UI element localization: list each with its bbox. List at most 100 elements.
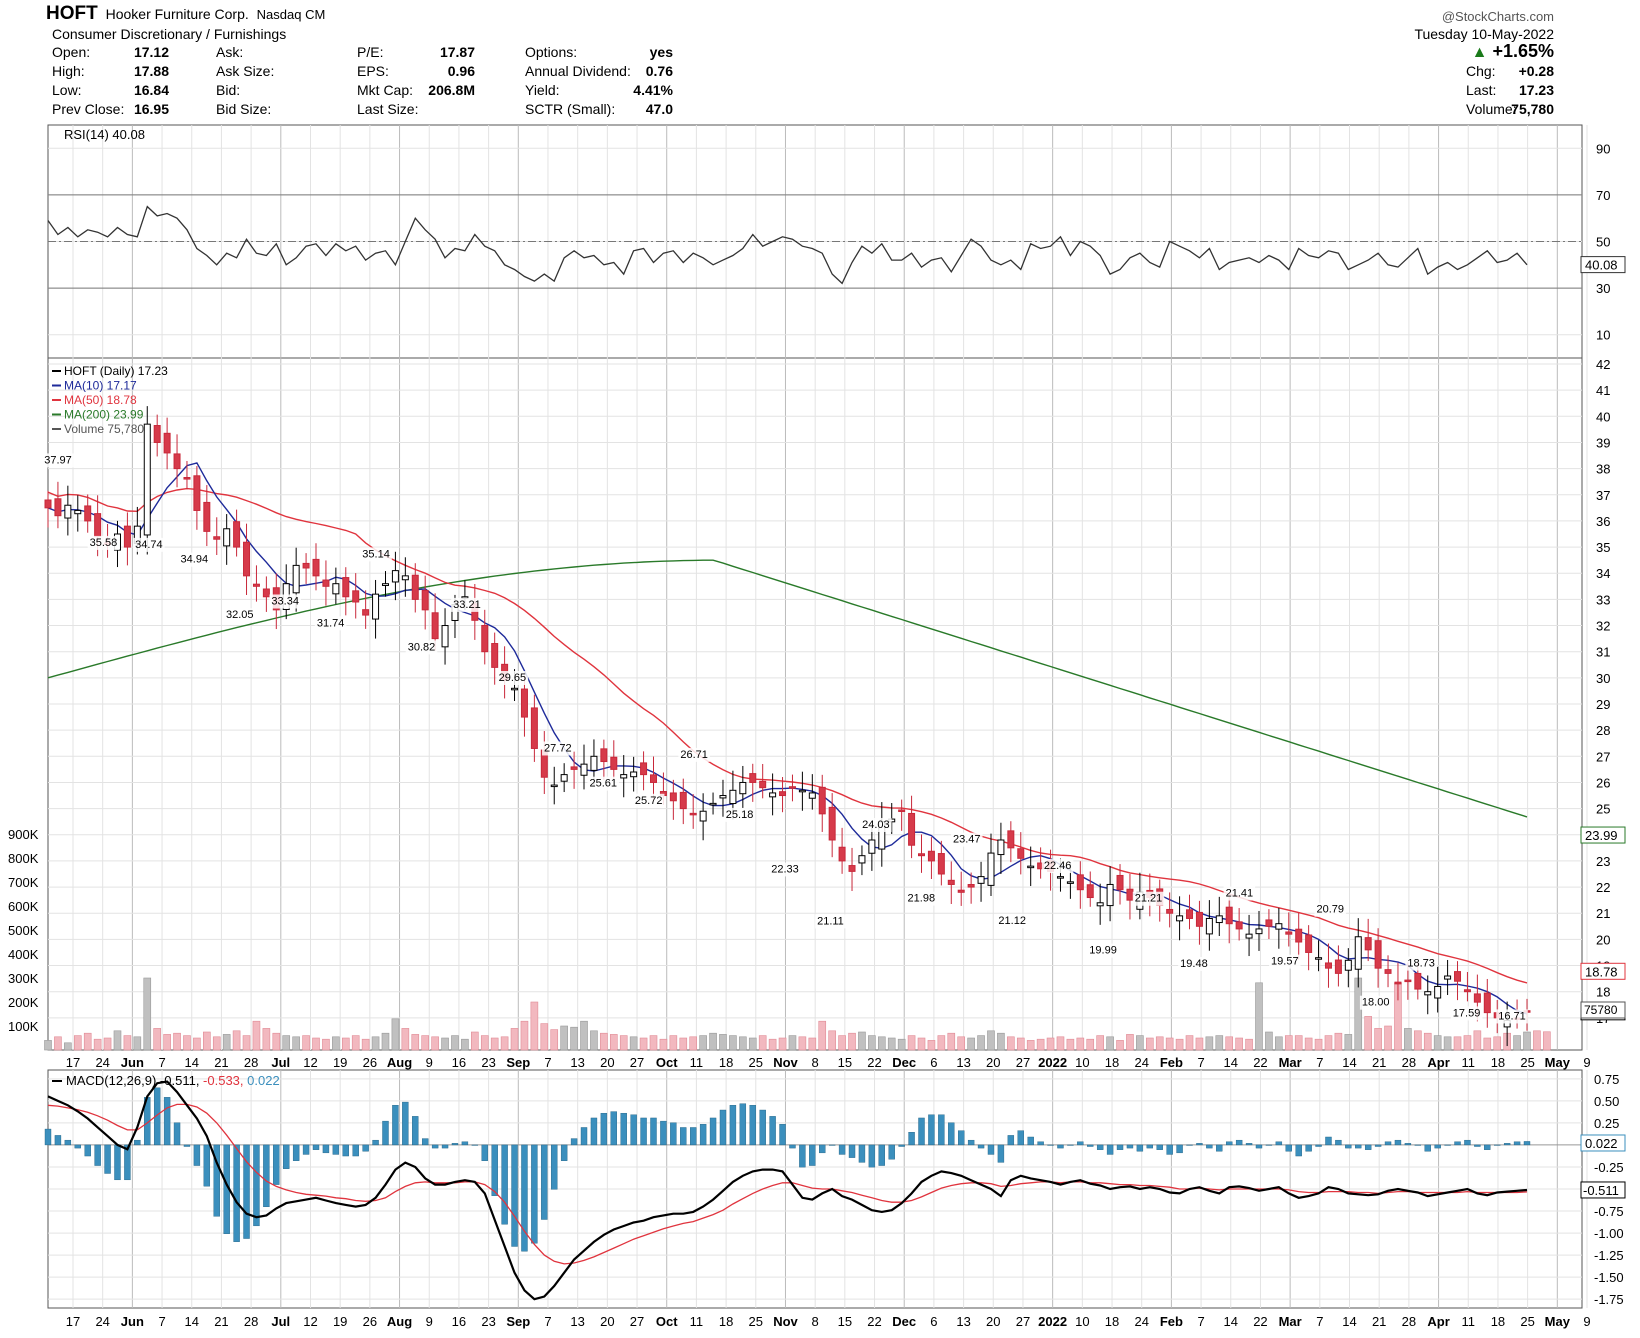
macd-hist-bar [848,1144,856,1158]
macd-legend-part: MACD(12,26,9) [66,1073,160,1088]
volume-bar [639,1037,648,1051]
volume-bar [937,1035,946,1051]
volume-bar [1414,1030,1422,1051]
macd-hist-bar [739,1103,747,1146]
candle-body [203,501,211,532]
ma50-line [47,487,1528,984]
quote-right-label: Last: [1466,82,1497,98]
volume-bar [560,1025,568,1051]
macd-panel: 0.750.500.25-0.25-0.50-0.75-1.00-1.25-1.… [44,1072,1626,1307]
x-tick-label: 6 [930,1055,937,1070]
candle-body [957,889,965,893]
volume-bar [64,1042,72,1051]
macd-hist-bar [1355,1144,1362,1149]
macd-hist-bar [1275,1141,1283,1146]
volume-bar [669,1035,678,1051]
candle-body [590,755,598,771]
annotation-box [1405,956,1437,971]
macd-hist-bar [1474,1144,1481,1147]
macd-hist-bar [948,1122,955,1146]
candle-body [1205,917,1213,935]
volume-bar [341,1037,350,1051]
x-tick-label: 28 [244,1055,258,1070]
macd-hist-bar [799,1144,806,1168]
x-tick-label: Mar [1279,1314,1302,1329]
macd-y-tick: 0.50 [1594,1094,1619,1109]
candle-body [1056,876,1064,879]
macd-hist-bar [501,1144,508,1225]
price-y-tick: 36 [1596,514,1610,529]
volume-bar [490,1037,499,1051]
legend-label: MA(200) 23.99 [64,408,144,422]
candle-body [600,748,608,763]
volume-bar [421,1035,429,1051]
candle-body [1176,915,1184,922]
quote-date: Tuesday 10-May-2022 [1414,26,1554,42]
candle-body [649,774,657,783]
candle-body [1473,993,1481,1003]
macd-hist-bar [342,1144,349,1157]
x-tick-label: 7 [1197,1055,1204,1070]
annotation-box [496,671,529,685]
volume-bar [709,1032,717,1051]
x-tick-label: 17 [66,1314,80,1329]
price-y-tick: 18 [1596,985,1610,1000]
volume-bar [1046,1037,1055,1051]
price-annotation: 21.98 [908,893,936,905]
x-tick-label: Dec [892,1314,916,1329]
ma50-last-label: 18.78 [1585,964,1618,979]
macd-hist-bar [1196,1143,1203,1146]
candle-body [779,791,787,797]
candle-body [64,504,72,519]
candle-body [243,541,251,577]
candle-body [1106,883,1114,907]
macd-hist-bar [1027,1136,1034,1146]
macd-y-tick: -0.25 [1594,1160,1624,1175]
candle-body [1275,923,1283,930]
candle-body [759,780,767,789]
candle-body [183,477,191,480]
volume-bar [391,1018,400,1051]
macd-hist-bar [620,1112,627,1146]
annotation-box [314,616,347,631]
x-tick-label: 27 [630,1055,644,1070]
price-y-tick: 29 [1596,697,1610,712]
ma200-line [47,559,1528,818]
watermark: @StockCharts.com [1441,9,1554,24]
macd-hist-bar [1216,1144,1223,1152]
rsi-y-tick: 50 [1596,235,1610,250]
volume-y-tick: 200K [8,995,39,1010]
volume-bar [1284,1035,1293,1051]
x-tick-label: 14 [185,1314,199,1329]
volume-bar [927,1040,936,1051]
macd-hist-bar [908,1132,915,1146]
macd-hist-bar [759,1109,766,1146]
header-title-row: HOFT Hooker Furniture Corp. Nasdaq CM [46,4,325,23]
volume-bar [609,1034,618,1051]
x-tick-label: May [1545,1055,1571,1070]
candle-body [1017,848,1025,859]
x-tick-label: 27 [630,1314,644,1329]
volume-bar [1007,1036,1015,1051]
candle-body [858,855,866,864]
volume-bar [451,1035,459,1051]
candle-body [441,625,449,648]
macd-hist-bar [580,1127,588,1146]
x-tick-label: 7 [544,1314,551,1329]
quote-value: 17.12 [133,44,169,60]
macd-hist-bar [819,1144,826,1154]
macd-hist-bar [253,1144,260,1227]
price-annotation: 25.61 [589,778,617,790]
macd-hist-bar [372,1139,379,1146]
macd-hist-bar [471,1144,479,1146]
quote-label: Low: [52,82,82,98]
volume-bar [1076,1037,1085,1051]
macd-hist-bar [1017,1130,1024,1146]
candle-body [630,771,638,778]
volume-bar [629,1036,638,1051]
x-tick-label: 18 [1491,1314,1505,1329]
x-tick-label: 20 [986,1314,1000,1329]
volume-bar [649,1035,658,1051]
x-tick-label: Oct [656,1314,678,1329]
macd-hist-bar [1305,1144,1312,1152]
